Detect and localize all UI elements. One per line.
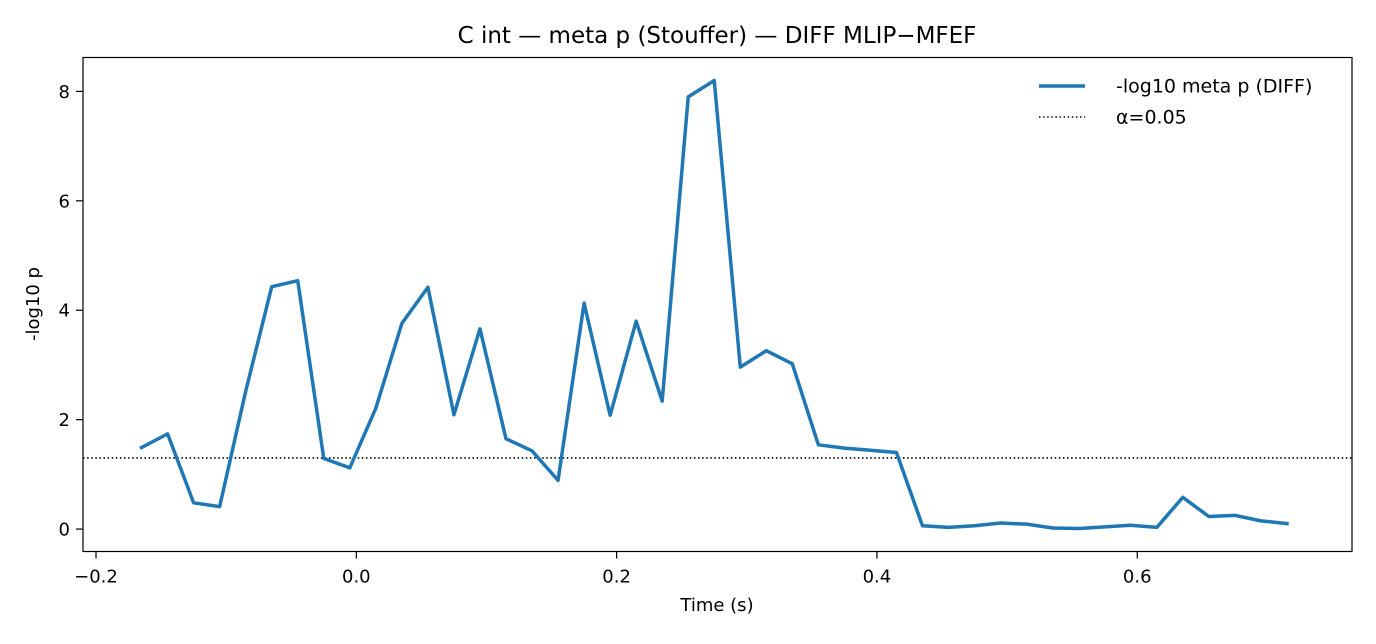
data-point — [661, 400, 664, 403]
data-point — [1207, 515, 1210, 518]
chart-title: C int — meta p (Stouffer) — DIFF MLIP−MF… — [458, 23, 977, 49]
data-point — [635, 320, 638, 323]
data-point — [1181, 496, 1184, 499]
y-axis-ticks: 0 2 4 6 8 — [59, 82, 83, 541]
data-point — [426, 286, 429, 289]
data-point — [531, 449, 534, 452]
data-point — [947, 526, 950, 529]
data-point — [452, 413, 455, 416]
plot-frame — [82, 56, 1353, 553]
x-tick-label: 0.2 — [602, 567, 631, 588]
data-point — [609, 414, 612, 417]
x-axis-label: Time (s) — [679, 595, 753, 616]
data-point — [166, 432, 169, 435]
data-point — [999, 522, 1002, 525]
data-point — [1103, 525, 1106, 528]
data-point — [713, 79, 716, 82]
data-point — [869, 449, 872, 452]
legend-label-series: -log10 meta p (DIFF) — [1116, 76, 1312, 98]
data-point — [322, 457, 325, 460]
data-point — [1129, 524, 1132, 527]
data-point — [218, 505, 221, 508]
data-point — [1051, 526, 1054, 529]
x-tick-label: 0.0 — [342, 567, 371, 588]
data-point — [505, 437, 508, 440]
data-point — [296, 279, 299, 282]
data-point — [765, 349, 768, 352]
data-point — [270, 285, 273, 288]
data-point — [1285, 522, 1288, 525]
y-tick-label: 4 — [59, 301, 70, 322]
data-point — [1233, 514, 1236, 517]
y-tick-label: 2 — [59, 410, 70, 431]
y-tick-label: 8 — [59, 82, 70, 103]
y-tick-label: 6 — [59, 191, 70, 212]
x-tick-label: 0.6 — [1123, 567, 1152, 588]
x-tick-label: 0.4 — [863, 567, 892, 588]
legend-label-alpha: α=0.05 — [1116, 107, 1187, 129]
y-axis-label: -log10 p — [23, 267, 44, 341]
data-point — [921, 524, 924, 527]
data-point — [1077, 527, 1080, 530]
data-point — [1259, 519, 1262, 522]
data-point — [895, 451, 898, 454]
data-point — [843, 447, 846, 450]
data-point — [244, 390, 247, 393]
data-point — [739, 366, 742, 369]
data-point — [400, 322, 403, 325]
data-point — [817, 443, 820, 446]
data-point — [192, 501, 195, 504]
data-point — [583, 302, 586, 305]
data-point — [374, 407, 377, 410]
legend: -log10 meta p (DIFF) α=0.05 — [1039, 76, 1312, 129]
data-point — [140, 446, 143, 449]
data-point — [791, 362, 794, 365]
data-point — [1155, 526, 1158, 529]
data-point — [687, 95, 690, 98]
y-tick-label: 0 — [59, 520, 70, 541]
data-point — [973, 524, 976, 527]
data-point — [348, 466, 351, 469]
x-axis-ticks: −0.2 0.0 0.2 0.4 0.6 — [74, 551, 1152, 588]
data-point — [1025, 523, 1028, 526]
x-tick-label: −0.2 — [74, 567, 118, 588]
plot-content — [83, 78, 1352, 531]
data-point — [478, 327, 481, 330]
data-point — [557, 479, 560, 482]
series-line — [139, 78, 1289, 531]
